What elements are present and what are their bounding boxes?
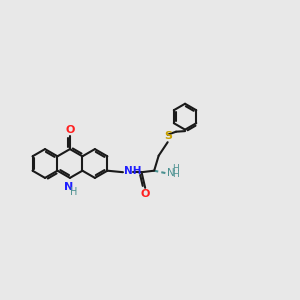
Text: NH: NH — [124, 166, 142, 176]
Text: H: H — [70, 187, 78, 197]
Text: O: O — [140, 189, 150, 199]
Text: H: H — [172, 170, 179, 179]
Text: H: H — [172, 164, 179, 172]
Text: O: O — [65, 125, 75, 135]
Text: S: S — [164, 131, 172, 141]
Text: N: N — [64, 182, 73, 192]
Text: N: N — [167, 168, 175, 178]
